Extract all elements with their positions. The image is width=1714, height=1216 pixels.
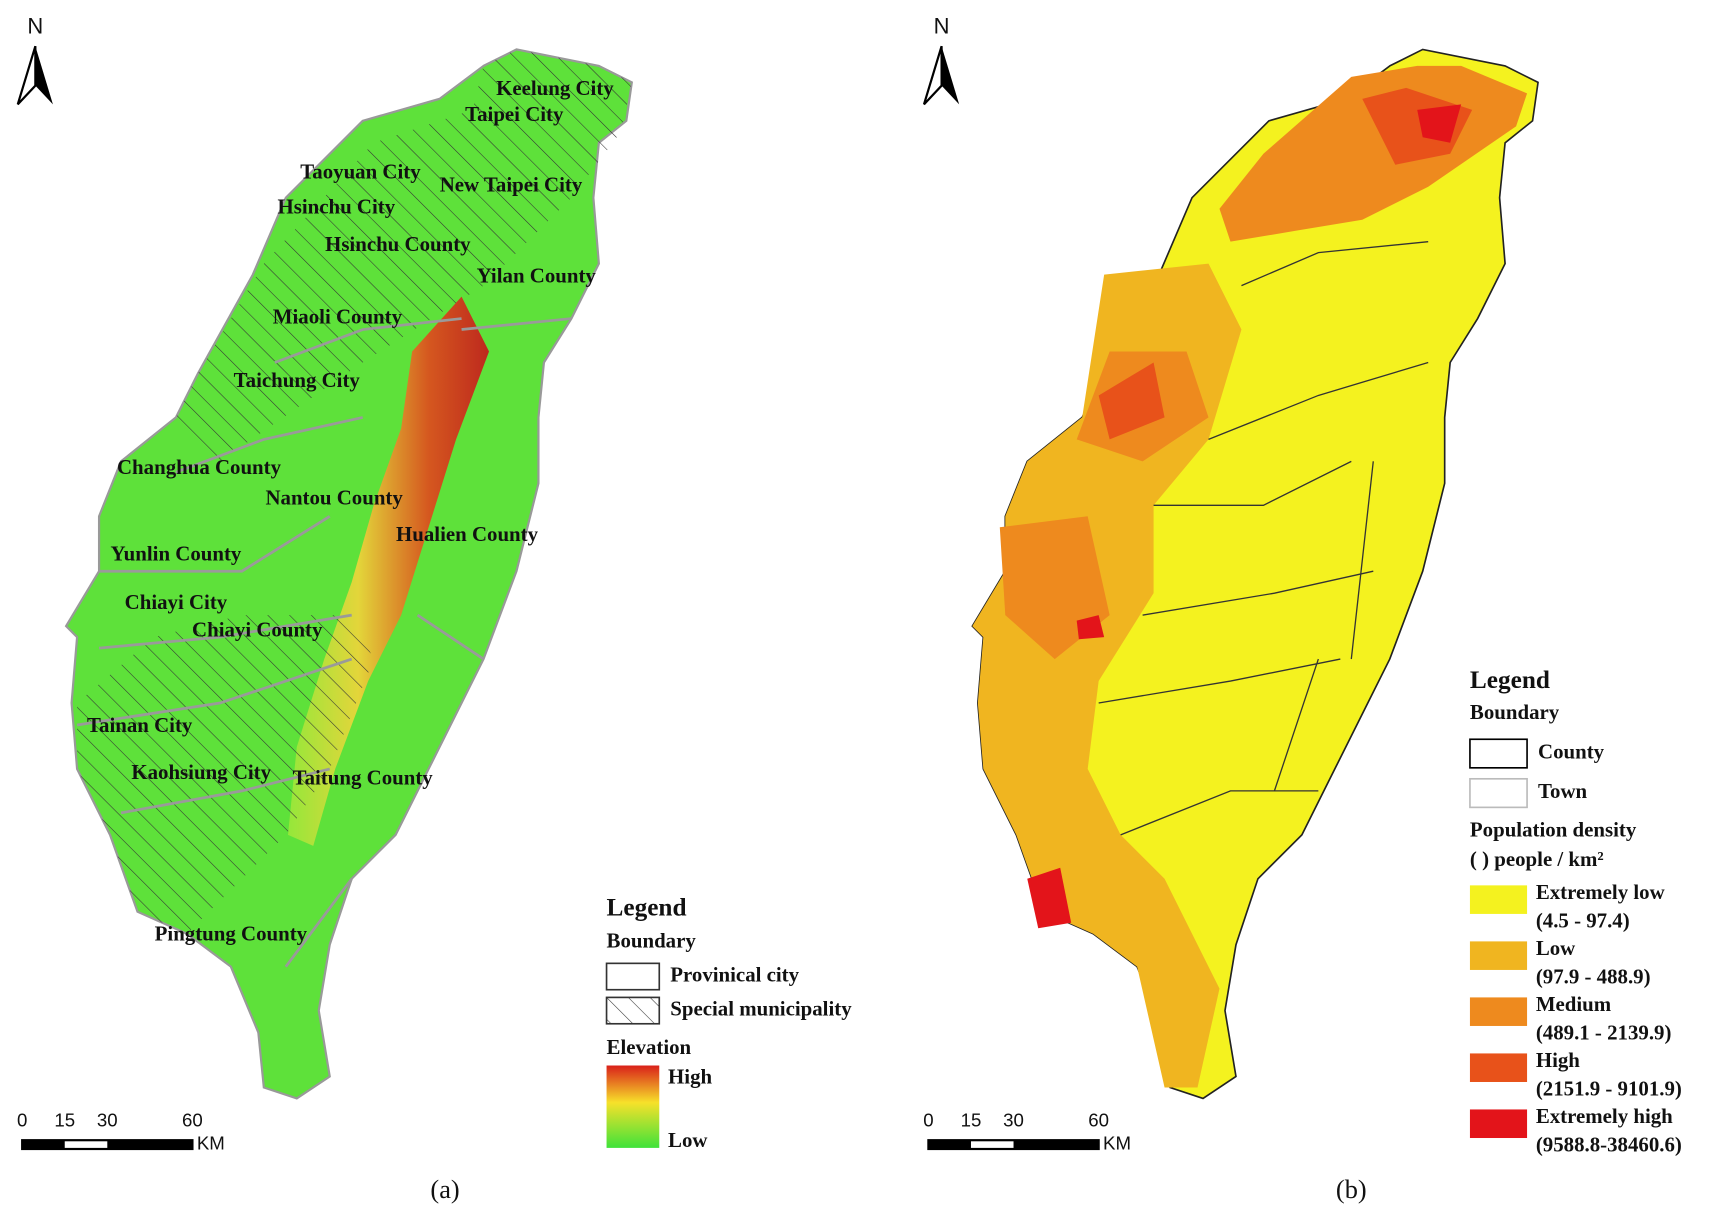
legend-label: High <box>1536 1048 1580 1072</box>
scale-tick-label: 15 <box>54 1109 75 1130</box>
place-label: Chiayi County <box>192 617 323 641</box>
place-label: Taoyuan City <box>300 159 421 183</box>
north-arrow-left <box>16 45 37 106</box>
north-arrow-right <box>941 46 960 105</box>
legend-swatch <box>1469 997 1528 1026</box>
legend-label: (2151.9 - 9101.9) <box>1536 1077 1682 1101</box>
legend-subtitle: ( ) people / km² <box>1470 847 1604 871</box>
place-label: Taipei City <box>465 102 564 126</box>
place-label: Hsinchu City <box>277 195 395 219</box>
legend-subtitle: Population density <box>1470 817 1637 841</box>
elevation-ramp <box>606 1065 660 1148</box>
scale-tick-label: 15 <box>961 1109 982 1130</box>
map-a <box>64 48 634 1100</box>
legend-label: Town <box>1538 779 1587 803</box>
legend-label: Special municipality <box>670 996 852 1020</box>
place-label: Keelung City <box>496 76 614 100</box>
place-label: Taitung County <box>293 766 434 790</box>
place-label: New Taipei City <box>440 173 583 197</box>
north-arrow-right <box>35 46 53 105</box>
legend-label: Low <box>1536 936 1575 960</box>
north-label: N <box>27 13 43 38</box>
scale-unit: KM <box>1103 1133 1131 1154</box>
place-label: Hualien County <box>396 522 539 546</box>
legend-swatch <box>1469 738 1528 769</box>
legend-subtitle: Elevation <box>607 1035 692 1059</box>
place-label: Kaohsiung City <box>131 760 271 784</box>
map-b <box>971 48 1539 1100</box>
legend-label: (4.5 - 97.4) <box>1536 909 1630 933</box>
scale-bar-segment <box>1013 1140 1099 1149</box>
scale-tick-label: 30 <box>97 1109 118 1130</box>
scale-tick-label: 0 <box>923 1109 933 1130</box>
legend-swatch <box>605 962 661 991</box>
place-label: Yilan County <box>477 264 597 288</box>
legend-subtitle: Boundary <box>1470 700 1560 724</box>
place-label: Nantou County <box>265 486 403 510</box>
legend-label: County <box>1538 739 1605 763</box>
place-label: Hsinchu County <box>325 232 471 256</box>
legend-label: High <box>668 1064 712 1088</box>
place-label: Tainan City <box>87 713 193 737</box>
north-arrow-left <box>922 45 943 106</box>
place-label: Miaoli County <box>273 304 403 328</box>
legend-label: (489.1 - 2139.9) <box>1536 1021 1672 1045</box>
legend-label: Low <box>668 1128 707 1152</box>
legend-swatch <box>1469 941 1528 970</box>
place-label: Taichung City <box>234 368 361 392</box>
legend-subtitle: Boundary <box>607 928 697 952</box>
scale-bar-segment <box>22 1140 65 1149</box>
legend-label: Extremely low <box>1536 880 1665 904</box>
scale-tick-label: 60 <box>182 1109 203 1130</box>
place-label: Yunlin County <box>111 542 242 566</box>
legend-label: (9588.8-38460.6) <box>1536 1133 1682 1157</box>
legend-title: Legend <box>1470 666 1550 694</box>
legend-label: Extremely high <box>1536 1104 1673 1128</box>
legend-swatch <box>1469 1053 1528 1082</box>
scale-tick-label: 60 <box>1088 1109 1109 1130</box>
scale-bar-segment <box>928 1140 971 1149</box>
legend-swatch <box>1469 777 1528 809</box>
place-label: Changhua County <box>117 455 282 479</box>
scale-tick-label: 0 <box>17 1109 27 1130</box>
legend-title: Legend <box>607 893 687 921</box>
legend-swatch <box>1469 885 1528 914</box>
scale-tick-label: 30 <box>1003 1109 1024 1130</box>
legend-label: (97.9 - 488.9) <box>1536 965 1651 989</box>
legend-swatch <box>1469 1109 1528 1139</box>
legend-label: Provinical city <box>670 962 799 986</box>
caption: (a) <box>430 1175 459 1204</box>
place-label: Chiayi City <box>125 590 228 614</box>
north-label: N <box>934 13 950 38</box>
caption: (b) <box>1336 1175 1367 1204</box>
legend-swatch <box>605 996 661 1025</box>
scale-bar-segment <box>107 1140 193 1149</box>
place-label: Pingtung County <box>155 922 308 946</box>
legend-label: Medium <box>1536 992 1612 1016</box>
scale-unit: KM <box>197 1133 225 1154</box>
